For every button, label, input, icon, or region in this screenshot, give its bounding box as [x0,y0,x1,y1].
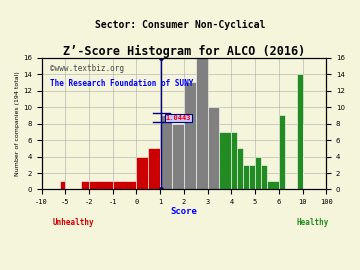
Bar [220,132,231,190]
Bar [81,181,89,190]
Bar [297,74,302,190]
Bar [255,157,261,190]
Bar [208,107,220,190]
Bar [267,181,279,190]
Bar [60,181,65,190]
Bar [196,58,208,190]
Bar [279,115,285,190]
Bar [231,132,237,190]
Bar [237,148,243,190]
Bar [172,124,184,190]
Text: Unhealthy: Unhealthy [52,218,94,227]
Bar [243,165,249,190]
Text: Sector: Consumer Non-Cyclical: Sector: Consumer Non-Cyclical [95,20,265,30]
Text: Healthy: Healthy [297,218,329,227]
Bar [113,181,136,190]
Title: Z’-Score Histogram for ALCO (2016): Z’-Score Histogram for ALCO (2016) [63,45,305,58]
Bar [148,148,160,190]
Bar [89,181,113,190]
Text: ©www.textbiz.org: ©www.textbiz.org [50,64,124,73]
Text: 1.0443: 1.0443 [166,115,191,121]
Bar [160,115,172,190]
Text: The Research Foundation of SUNY: The Research Foundation of SUNY [50,79,193,88]
Bar [184,82,196,190]
X-axis label: Score: Score [170,207,197,215]
Bar [136,157,148,190]
Y-axis label: Number of companies (194 total): Number of companies (194 total) [15,71,20,176]
Bar [249,165,255,190]
Bar [261,165,267,190]
